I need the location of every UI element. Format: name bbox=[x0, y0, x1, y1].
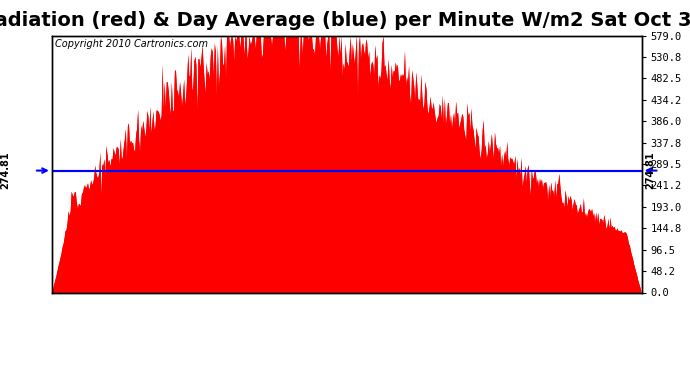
Text: 274.81: 274.81 bbox=[1, 152, 10, 189]
Text: Copyright 2010 Cartronics.com: Copyright 2010 Cartronics.com bbox=[55, 39, 208, 50]
Text: 274.81: 274.81 bbox=[645, 152, 655, 189]
Text: Solar Radiation (red) & Day Average (blue) per Minute W/m2 Sat Oct 30 17:31: Solar Radiation (red) & Day Average (blu… bbox=[0, 11, 690, 30]
